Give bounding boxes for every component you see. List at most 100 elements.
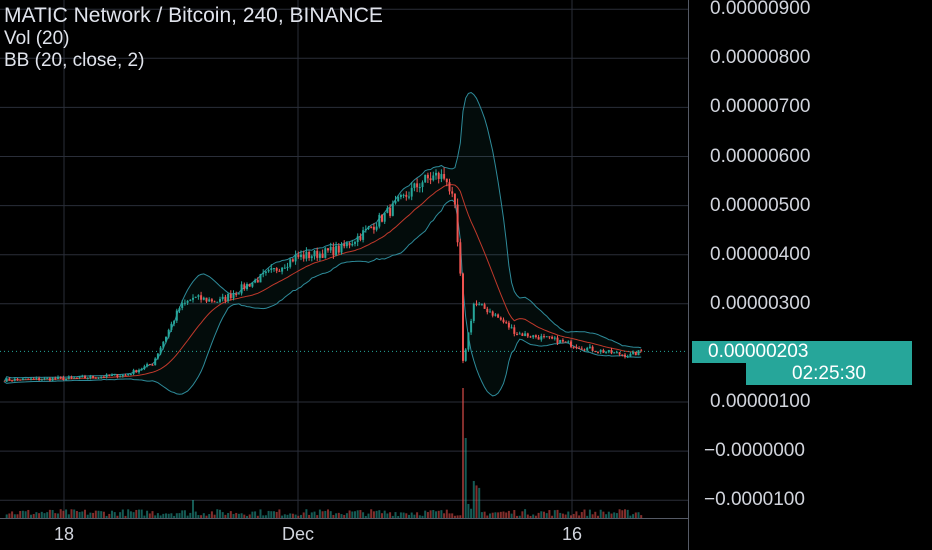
volume-bar [30, 514, 32, 518]
volume-bar [354, 511, 356, 518]
volume-bar [445, 509, 448, 518]
volume-bar [181, 510, 184, 518]
volume-bar [162, 513, 165, 518]
volume-bar [154, 515, 157, 518]
candle-body [159, 347, 162, 354]
candle-body [615, 352, 618, 354]
candle-body [588, 346, 591, 348]
candle-body [186, 300, 189, 303]
volume-bars [5, 388, 643, 518]
candle-body [567, 341, 570, 343]
volume-bar [556, 509, 559, 518]
price-tick-label: 0.00000600 [710, 145, 811, 167]
candle-body [475, 303, 478, 305]
volume-bar [243, 514, 246, 518]
candle-body [57, 377, 59, 379]
volume-bar [610, 513, 613, 518]
volume-bar [456, 515, 459, 518]
candle-body [367, 226, 370, 229]
candle-body [526, 333, 529, 337]
volume-bar [586, 515, 589, 518]
volume-bar [507, 510, 510, 518]
candle-body [308, 252, 311, 258]
volume-bar [599, 509, 602, 518]
candle-body [337, 245, 340, 253]
volume-bar [327, 509, 329, 518]
volume-bar [529, 515, 532, 518]
candle-body [62, 377, 65, 380]
bb-indicator-label[interactable]: BB (20, close, 2) [4, 50, 145, 71]
candle-body [624, 354, 626, 357]
volume-bar [132, 512, 135, 518]
axes [0, 0, 689, 550]
volume-bar [429, 510, 432, 518]
candle-body [537, 337, 540, 340]
volume-bar [416, 512, 419, 518]
candle-body [119, 376, 122, 378]
volume-bar [440, 510, 443, 518]
volume-bar [494, 512, 497, 518]
candle-body [24, 378, 27, 380]
candle-body [586, 347, 589, 351]
price-tick-label: 0.00000700 [710, 96, 811, 118]
volume-bar [591, 514, 594, 518]
candle-body [135, 369, 138, 373]
volume-bar [102, 511, 105, 518]
volume-bar [232, 514, 235, 518]
volume-bar [57, 513, 59, 518]
volume-bar [297, 515, 300, 518]
volume-bar [537, 512, 540, 518]
volume-bar [497, 512, 500, 518]
candle-body [154, 358, 157, 366]
volume-bar [389, 512, 392, 518]
grid [0, 0, 688, 518]
candle-body [559, 339, 562, 344]
candle-body [610, 349, 613, 354]
candle-body [256, 279, 259, 283]
volume-bar [84, 509, 86, 518]
candle-body [229, 294, 232, 299]
volume-indicator-label[interactable]: Vol (20) [4, 28, 70, 49]
volume-bar [462, 388, 464, 518]
volume-bar [318, 509, 321, 518]
volume-bar [597, 515, 599, 518]
symbol-title[interactable]: MATIC Network / Bitcoin, 240, BINANCE [4, 4, 383, 27]
volume-bar [453, 515, 456, 518]
volume-bar [8, 513, 11, 518]
candle-body [605, 352, 608, 354]
candle-body [416, 183, 419, 188]
chart-legend: MATIC Network / Bitcoin, 240, BINANCE Vo… [4, 4, 383, 72]
candle-body [480, 304, 483, 306]
candle-body [181, 303, 184, 309]
volume-bar [448, 513, 451, 518]
candle-body [394, 201, 397, 204]
candle-body [327, 248, 329, 251]
volume-bar [570, 515, 572, 518]
volume-bar [483, 511, 486, 518]
candle-body [451, 191, 454, 194]
volume-bar [78, 512, 81, 518]
candle-body [424, 174, 427, 183]
volume-bar [548, 510, 551, 518]
candle-body [32, 378, 35, 380]
candle-body [381, 214, 383, 222]
volume-bar [351, 511, 354, 518]
candle-body [510, 327, 513, 329]
volume-bar [127, 509, 130, 518]
candle-body [283, 267, 286, 269]
candle-body [618, 352, 621, 355]
candle-body [459, 242, 462, 274]
volume-bar [391, 515, 394, 518]
candle-body [591, 346, 594, 352]
volume-bar [121, 509, 124, 518]
candle-body [189, 299, 192, 301]
candle-body [629, 353, 632, 357]
candle-body [237, 293, 240, 295]
candle-body [254, 279, 257, 283]
candle-body [273, 268, 275, 270]
volume-bar [459, 515, 462, 518]
candle-body [613, 352, 616, 354]
candle-body [138, 369, 140, 373]
candle-body [219, 299, 221, 302]
